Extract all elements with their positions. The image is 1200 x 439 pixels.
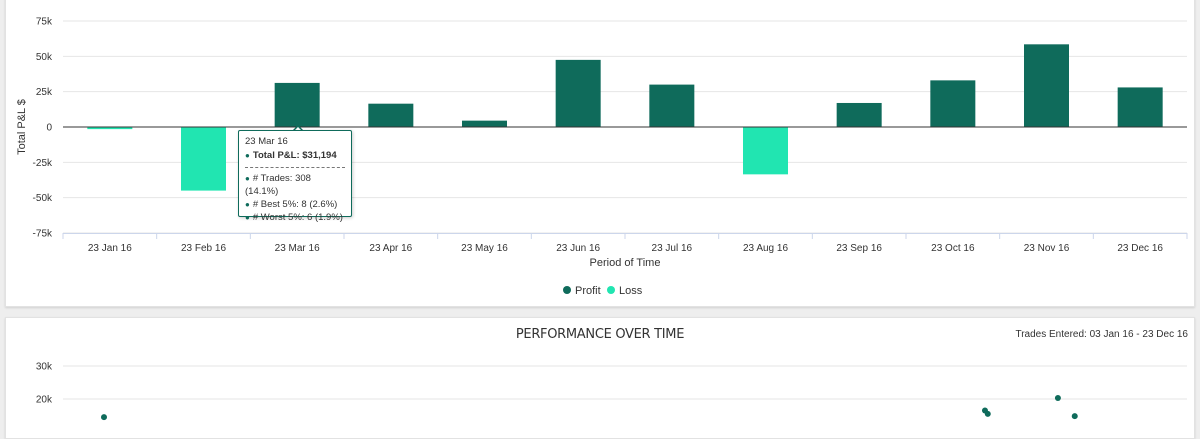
scatter-point	[101, 414, 107, 421]
x-tick-label: 23 Oct 16	[931, 243, 975, 254]
bullet-icon: ●	[245, 151, 250, 160]
x-tick-label: 23 Nov 16	[1024, 243, 1070, 254]
performance-title: PERFORMANCE OVER TIME	[515, 327, 685, 342]
x-tick-label: 23 Dec 16	[1117, 243, 1163, 254]
x-tick-label: 23 Feb 16	[181, 243, 226, 254]
scatter-point	[1054, 395, 1061, 402]
x-tick-label: 23 Jan 16	[88, 243, 132, 254]
y-tick-label: 50k	[36, 52, 53, 63]
y-axis-title: Total P&L $	[16, 99, 28, 155]
bar-23-jun-16	[555, 59, 601, 127]
pnl-bar-chart: 75k 50k 25k 0 -25k -50k -75k 23 Jan 16 23 Feb 16…	[16, 17, 1188, 297]
tooltip-date: 23 Mar 16	[245, 136, 288, 147]
performance-scatter-chart: 30k 20k	[36, 362, 1187, 421]
x-tick-label: 23 Aug 16	[743, 243, 788, 254]
y-tick-label: 0	[46, 123, 52, 134]
bar-23-mar-16	[274, 82, 320, 127]
legend-label-loss: Loss	[619, 285, 643, 297]
performance-card: PERFORMANCE OVER TIME Trades Entered: 03…	[5, 317, 1195, 439]
bar-23-apr-16	[368, 103, 414, 127]
x-tick-label: 23 Jul 16	[652, 243, 693, 254]
x-tick-label: 23 Apr 16	[369, 243, 412, 254]
scatter-point	[1071, 413, 1078, 420]
bar-23-jul-16	[649, 84, 695, 127]
bar-23-dec-16	[1117, 87, 1163, 127]
x-axis-title: Period of Time	[590, 257, 661, 269]
tooltip-worst: # Worst 5%: 6 (1.9%)	[252, 212, 343, 223]
x-tick-label: 23 Mar 16	[275, 243, 320, 254]
legend-marker-loss	[607, 286, 615, 294]
legend-marker-profit	[563, 286, 571, 294]
tooltip-best: # Best 5%: 8 (2.6%)	[252, 199, 338, 210]
y-tick-label: -75k	[33, 229, 53, 240]
bullet-icon: ●	[245, 200, 250, 209]
y-tick-label: 30k	[36, 362, 53, 373]
tooltip-divider	[245, 167, 345, 168]
pnl-chart-card: 75k 50k 25k 0 -25k -50k -75k 23 Jan 16 23 Feb 16…	[5, 0, 1195, 307]
y-tick-label: 20k	[36, 395, 53, 406]
x-tick-label: 23 Jun 16	[556, 243, 600, 254]
y-tick-label: -25k	[33, 158, 53, 169]
y-tick-label: -50k	[33, 193, 53, 204]
bullet-icon: ●	[245, 174, 250, 183]
tooltip-total: Total P&L: $31,194	[252, 150, 337, 161]
x-tick-label: 23 Sep 16	[836, 243, 882, 254]
bar-23-aug-16	[743, 127, 788, 175]
bar-23-sep-16	[836, 102, 882, 127]
bar-23-feb-16	[181, 127, 226, 191]
bullet-icon: ●	[245, 213, 250, 222]
tooltip-trades: # Trades: 308 (14.1%)	[245, 173, 311, 197]
x-tick-label: 23 May 16	[461, 243, 508, 254]
y-tick-label: 75k	[36, 17, 53, 28]
legend-label-profit: Profit	[575, 285, 601, 297]
bar-23-jan-16	[87, 127, 133, 130]
bar-23-oct-16	[930, 80, 976, 127]
bar-tooltip: 23 Mar 16 ● Total P&L: $31,194 ● # Trades:…	[238, 130, 352, 223]
trades-entered-range: Trades Entered: 03 Jan 16 - 23 Dec 16	[1015, 329, 1188, 340]
bar-23-may-16	[462, 120, 507, 127]
y-tick-label: 25k	[36, 87, 53, 98]
scatter-point	[984, 410, 991, 417]
bar-23-nov-16	[1024, 44, 1069, 127]
